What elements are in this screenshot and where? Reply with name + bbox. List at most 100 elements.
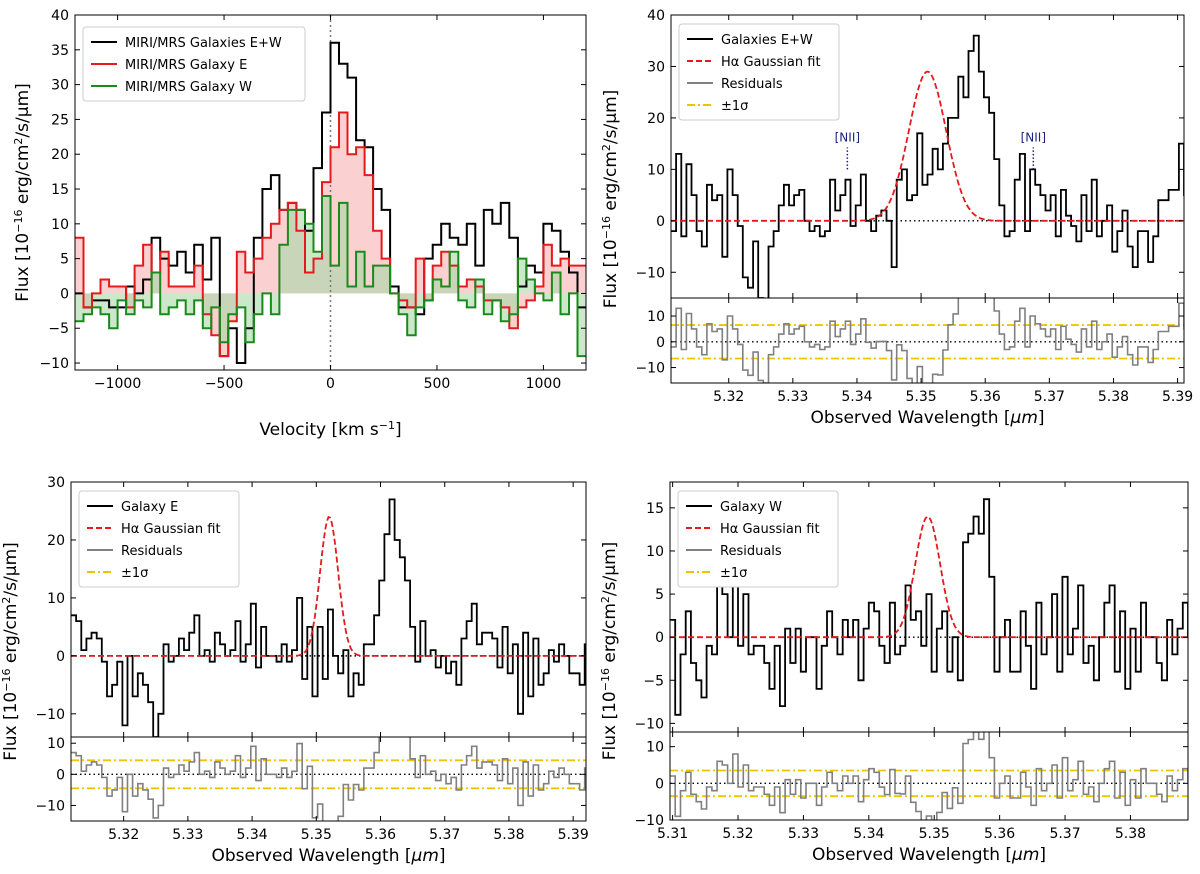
residual-xtick-label: 5.34 xyxy=(841,389,872,405)
x-axis-label: Observed Wavelength [μm] xyxy=(211,846,445,866)
residual-xtick-label: 5.32 xyxy=(722,826,753,842)
residual-step xyxy=(671,298,1184,383)
y-axis-label: Flux [10−16 erg/cm2/s/μm] xyxy=(12,83,34,302)
residual-xtick-label: 5.35 xyxy=(906,389,937,405)
velocity-ytick-label: 0 xyxy=(60,286,69,302)
velocity-panel: −1000 −500 0 500 1000 −10 −5 0 5 10 15 20 25 30 35 40 Ve… xyxy=(12,8,587,440)
legend-label: ±1σ xyxy=(121,566,148,581)
spectrum-step xyxy=(71,498,586,737)
residual-ytick-label: 10 xyxy=(47,736,65,752)
residual-xtick-label: 5.35 xyxy=(301,827,332,843)
residual-ytick-label: −10 xyxy=(35,798,65,814)
residual-xtick-label: 5.36 xyxy=(970,389,1001,405)
velocity-xtick-label: −500 xyxy=(205,376,243,392)
velocity-xtick-label: 0 xyxy=(326,376,335,392)
main-ytick-label: 10 xyxy=(47,591,65,607)
main-ytick-label: −10 xyxy=(634,716,664,732)
residual-ytick-label: 0 xyxy=(56,767,65,783)
legend-label: MIRI/MRS Galaxies E+W xyxy=(125,36,282,51)
residual-xtick-label: 5.39 xyxy=(1162,389,1193,405)
velocity-ytick-label: 5 xyxy=(60,252,69,268)
main-ytick-label: 0 xyxy=(656,214,665,230)
residual-xtick-label: 5.33 xyxy=(777,389,808,405)
legend-label: Galaxy W xyxy=(720,500,782,515)
main-ytick-label: 30 xyxy=(647,59,665,75)
legend-label: Residuals xyxy=(720,544,782,559)
residual-ytick-label: 10 xyxy=(647,309,665,325)
legend-box xyxy=(78,490,240,588)
residual-xtick-label: 5.33 xyxy=(788,826,819,842)
residual-xtick-label: 5.36 xyxy=(365,827,396,843)
main-ytick-label: 0 xyxy=(56,649,65,665)
velocity-ytick-label: −10 xyxy=(39,356,69,372)
residual-xtick-label: 5.37 xyxy=(429,827,460,843)
legend-label: Galaxies E+W xyxy=(721,33,813,48)
main-ytick-label: 15 xyxy=(646,501,664,517)
residual-frame xyxy=(70,736,587,822)
legend-label: Residuals xyxy=(121,544,183,559)
velocity-ytick-label: −5 xyxy=(48,321,69,337)
residual-xtick-label: 5.34 xyxy=(853,826,884,842)
residual-step xyxy=(71,737,586,821)
main-plot-area xyxy=(71,498,586,737)
spectrum-step xyxy=(671,34,1184,298)
main-plot-area xyxy=(670,498,1188,716)
spectrum-panel-ew: −10 0 10 20 30 40 [NII] [NII] 5.32 5.33 5.34 5.35 5.… xyxy=(600,8,1194,428)
main-ytick-label: 0 xyxy=(655,630,664,646)
residual-xtick-label: 5.32 xyxy=(108,827,139,843)
nii-label: [NII] xyxy=(1021,130,1046,144)
legend-label: MIRI/MRS Galaxy E xyxy=(125,58,247,73)
residual-xtick-label: 5.38 xyxy=(493,827,524,843)
velocity-xtick-label: −1000 xyxy=(94,376,141,392)
main-ytick-label: −10 xyxy=(635,265,665,281)
residual-xtick-label: 5.38 xyxy=(1115,826,1146,842)
velocity-ytick-label: 40 xyxy=(51,8,69,24)
velocity-ytick-label: 20 xyxy=(51,147,69,163)
velocity-plot-area xyxy=(75,15,586,370)
main-ytick-label: 5 xyxy=(655,587,664,603)
legend-box xyxy=(677,490,839,588)
velocity-ytick-label: 15 xyxy=(51,182,69,198)
x-axis-label: Velocity [km s−1] xyxy=(259,419,401,441)
legend-label: Residuals xyxy=(721,77,783,92)
legend-label: Hα Gaussian fit xyxy=(720,522,820,537)
main-ytick-label: 30 xyxy=(47,475,65,491)
residual-xtick-label: 5.37 xyxy=(1049,826,1080,842)
gaussian-fit xyxy=(671,70,1184,222)
residual-xtick-label: 5.36 xyxy=(984,826,1015,842)
gaussian-fit xyxy=(71,515,586,657)
y-axis-label: Flux [10−16 erg/cm2/s/μm] xyxy=(0,542,21,761)
main-ytick-label: 20 xyxy=(647,111,665,127)
main-ytick-label: 10 xyxy=(647,162,665,178)
nii-label: [NII] xyxy=(835,130,860,144)
velocity-ytick-label: 35 xyxy=(51,43,69,59)
residual-xtick-label: 5.31 xyxy=(657,826,688,842)
series-galaxy-w xyxy=(75,195,586,358)
residual-xtick-label: 5.37 xyxy=(1034,389,1065,405)
velocity-ytick-label: 30 xyxy=(51,78,69,94)
main-plot-area xyxy=(671,34,1184,298)
residual-plot-area xyxy=(671,298,1184,383)
main-ytick-label: 20 xyxy=(47,533,65,549)
x-axis-label: Observed Wavelength [μm] xyxy=(812,845,1046,865)
legend-label: ±1σ xyxy=(721,99,748,114)
residual-frame xyxy=(669,731,1189,821)
residual-frame xyxy=(670,297,1185,384)
legend-label: Galaxy E xyxy=(121,500,178,515)
residual-ytick-label: 0 xyxy=(656,335,665,351)
residual-plot-area xyxy=(670,732,1188,820)
main-ytick-label: −5 xyxy=(643,673,664,689)
legend-label: ±1σ xyxy=(720,566,747,581)
residual-ytick-label: −10 xyxy=(634,813,664,829)
residual-xtick-label: 5.35 xyxy=(919,826,950,842)
gaussian-fit xyxy=(670,515,1188,639)
y-axis-label: Flux [10−16 erg/cm2/s/μm] xyxy=(600,90,622,309)
main-ytick-label: 40 xyxy=(647,8,665,24)
y-axis-label: Flux [10−16 erg/cm2/s/μm] xyxy=(599,542,621,761)
legend-label: Hα Gaussian fit xyxy=(721,55,821,70)
residual-step xyxy=(670,732,1188,820)
x-axis-label: Observed Wavelength [μm] xyxy=(810,408,1044,428)
main-ytick-label: 10 xyxy=(646,544,664,560)
residual-xtick-label: 5.32 xyxy=(713,389,744,405)
